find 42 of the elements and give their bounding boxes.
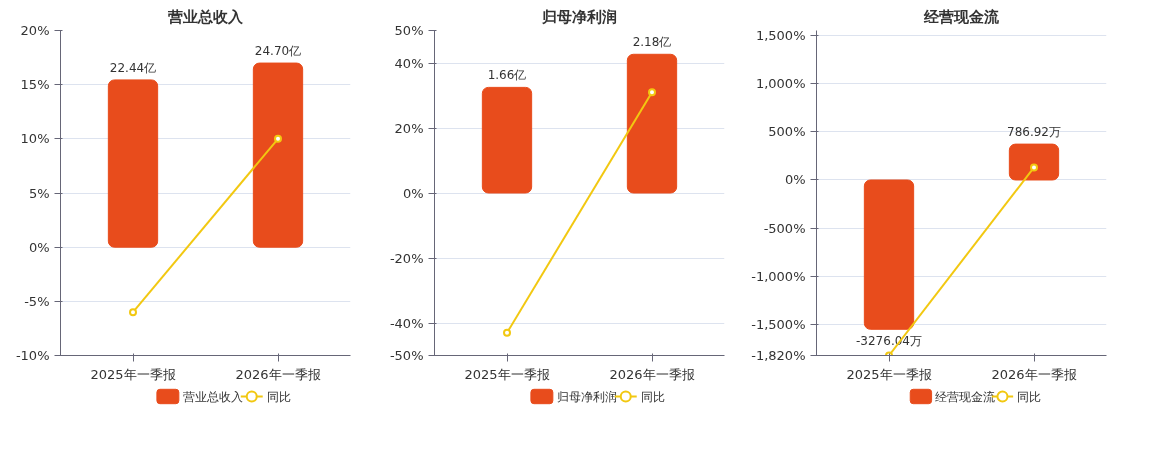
y-tick-label: 50% <box>394 23 424 38</box>
data-label: 2.18亿 <box>632 35 672 50</box>
legend-label: 营业总收入 <box>182 389 243 404</box>
y-tick-label: 15% <box>20 77 50 93</box>
y-tick-label: 20% <box>394 120 424 136</box>
y-tick-label: -5% <box>24 293 50 309</box>
y-tick-label: 0% <box>784 172 806 188</box>
x-tick-label: 2025年一季报 <box>90 366 176 382</box>
data-label: 22.44亿 <box>109 60 157 75</box>
x-tick-label: 2026年一季报 <box>609 366 695 382</box>
y-tick-label: -40% <box>389 315 424 331</box>
chart-title: 营业总收入 <box>167 7 244 26</box>
y-tick-label: -500% <box>763 220 806 236</box>
y-tick-label: 40% <box>394 55 424 71</box>
y-tick-label: -10% <box>15 348 50 363</box>
data-label: 24.70亿 <box>254 44 302 59</box>
legend-label: 归母净利润 <box>556 389 617 404</box>
legend-label: 同比 <box>1016 389 1041 404</box>
y-tick-label: 1,000% <box>755 76 806 92</box>
legend-label: 同比 <box>266 389 291 404</box>
legend-label: 经营现金流 <box>935 389 996 404</box>
y-tick-label: -1,820% <box>751 348 806 363</box>
y-tick-label: -20% <box>389 250 424 266</box>
legend-label: 同比 <box>640 389 665 404</box>
y-tick-label: 5% <box>28 185 50 201</box>
data-label: 1.66亿 <box>487 68 527 83</box>
y-tick-label: 20% <box>20 23 50 38</box>
y-tick-label: -1,500% <box>751 317 806 333</box>
data-label: 786.92万 <box>1007 125 1062 140</box>
x-tick-label: 2026年一季报 <box>991 366 1077 382</box>
y-tick-label: 500% <box>768 124 806 140</box>
x-tick-label: 2025年一季报 <box>464 366 550 382</box>
x-tick-label: 2026年一季报 <box>235 366 321 382</box>
y-tick-label: 0% <box>28 239 50 255</box>
x-tick-label: 2025年一季报 <box>846 366 932 382</box>
y-tick-label: -1,000% <box>751 268 806 284</box>
y-tick-label: 10% <box>20 131 50 147</box>
y-tick-label: -50% <box>389 348 424 363</box>
y-tick-label: 0% <box>402 185 424 201</box>
y-tick-label: 1,500% <box>755 27 806 43</box>
chart-title: 经营现金流 <box>923 7 1000 26</box>
chart-title: 归母净利润 <box>541 7 617 26</box>
